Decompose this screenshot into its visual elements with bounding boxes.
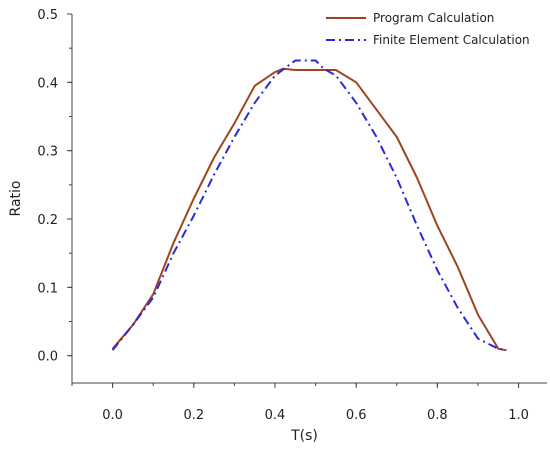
legend-label-program-calculation: Program Calculation [373,11,494,25]
legend: Program Calculation Finite Element Calcu… [326,11,530,47]
x-tick-label: 0.6 [346,408,367,423]
series-line-program-calculation [111,67,507,352]
series-layer [111,59,507,352]
x-ticks: 0.0 0.2 0.4 0.6 0.8 1.0 [71,383,529,423]
x-tick-label: 0.4 [265,408,286,423]
y-axis-label: Ratio [8,181,24,217]
legend-label-finite-element-calculation: Finite Element Calculation [373,33,530,47]
y-tick-label: 0.1 [37,281,58,296]
series-line-finite-element-calculation [111,59,507,352]
y-tick-label: 0.0 [37,350,58,365]
x-tick-label: 0.8 [427,408,448,423]
y-tick-label: 0.4 [37,76,58,91]
y-tick-label: 0.3 [37,145,58,160]
x-axis-label: T(s) [290,428,318,444]
x-tick-label: 0.0 [102,408,123,423]
y-ticks: 0.0 0.1 0.2 0.3 0.4 0.5 [37,8,72,365]
y-tick-label: 0.5 [37,8,58,23]
x-tick-label: 0.2 [183,408,204,423]
y-tick-label: 0.2 [37,213,58,228]
x-tick-label: 1.0 [508,408,529,423]
